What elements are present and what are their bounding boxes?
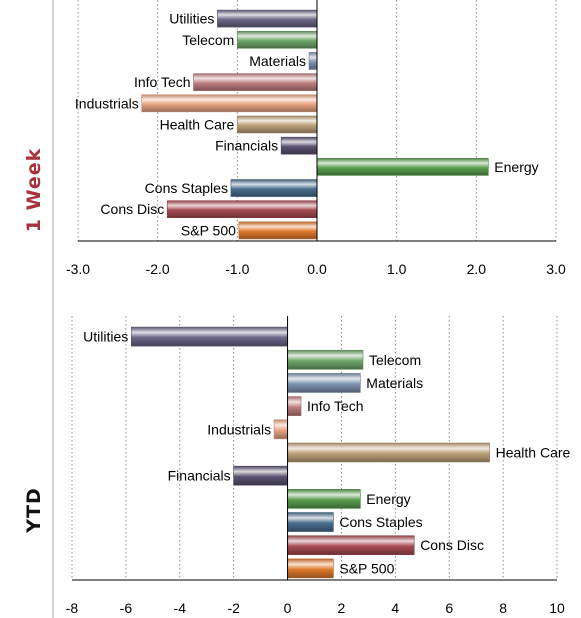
category-label: Energy (366, 491, 410, 507)
x-tick-label: 8 (499, 600, 507, 616)
category-label: Materials (249, 53, 306, 69)
bar (217, 9, 318, 28)
category-label: Financials (215, 138, 278, 154)
category-label: Health Care (160, 117, 235, 133)
bar (316, 158, 489, 176)
category-label: Energy (494, 159, 538, 175)
bar (141, 94, 318, 113)
bar (287, 558, 334, 579)
bar (230, 179, 318, 197)
category-label: S&P 500 (339, 560, 394, 576)
category-label: Telecom (182, 32, 234, 48)
category-label: Utilities (169, 11, 214, 27)
x-tick-label: 10 (549, 600, 565, 616)
x-tick-label: -2 (227, 600, 240, 616)
category-label: Info Tech (307, 398, 364, 414)
category-label: Financials (168, 468, 231, 484)
panel-divider (52, 0, 54, 618)
category-label: Cons Staples (339, 514, 422, 530)
category-label: Telecom (369, 352, 421, 368)
category-label: Utilities (83, 329, 128, 345)
bar (287, 373, 361, 393)
x-tick-label: 2 (338, 600, 346, 616)
category-label: Cons Staples (145, 180, 228, 196)
x-tick-label: -8 (66, 600, 79, 616)
x-tick-label: 3.0 (546, 261, 566, 277)
x-tick-label: 1.0 (387, 261, 407, 277)
bar (237, 115, 318, 134)
x-tick-label: 6 (445, 600, 453, 616)
bar (166, 200, 318, 219)
bar (280, 136, 318, 155)
week-bar-chart: -3.0 -2.0 -1.0 0.0 1.0 2.0 3.0 Utilities Telecom… (66, 0, 566, 277)
bar (130, 326, 288, 347)
x-tick-label: 0 (284, 600, 292, 616)
bar (287, 489, 361, 509)
bar (193, 73, 318, 91)
x-tick-label: 4 (391, 600, 399, 616)
bar (287, 349, 364, 370)
x-tick-label: -6 (120, 600, 133, 616)
category-label: Industrials (207, 421, 271, 437)
bar (273, 419, 288, 440)
x-tick-label: 2.0 (467, 261, 487, 277)
x-tick-label: -2.0 (146, 261, 170, 277)
bar (287, 442, 490, 463)
category-label: Health Care (496, 445, 571, 461)
ytd-bar-chart: -8 -6 -4 -2 0 2 4 6 8 10 Utilities Telecom Materials… (66, 316, 571, 616)
x-tick-label: -1.0 (225, 261, 249, 277)
category-label: Cons Disc (100, 201, 164, 217)
category-label: Info Tech (134, 74, 191, 90)
bar (237, 30, 318, 49)
bar (287, 512, 334, 532)
bar (233, 465, 288, 486)
category-label: Materials (366, 375, 423, 391)
x-tick-label: -3.0 (66, 261, 90, 277)
bar (308, 52, 318, 70)
x-tick-label: -4 (174, 600, 187, 616)
bar (287, 535, 415, 556)
x-tick-label: 0.0 (307, 261, 327, 277)
category-label: Cons Disc (420, 537, 484, 553)
category-label: Industrials (75, 95, 139, 111)
bar (238, 221, 318, 240)
category-label: S&P 500 (181, 222, 236, 238)
bar (287, 396, 302, 416)
